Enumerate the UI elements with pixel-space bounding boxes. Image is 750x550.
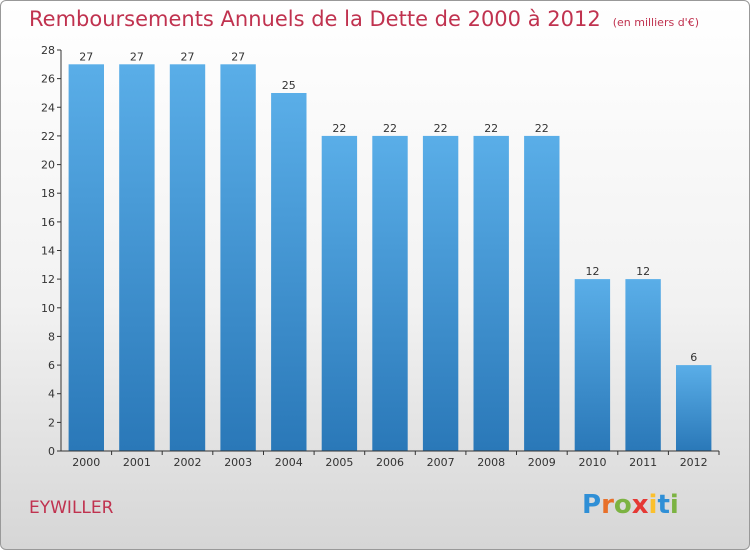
bar-2007 <box>422 135 459 451</box>
bar-2003 <box>220 64 256 452</box>
bar-2012 <box>676 365 712 451</box>
y-tick-label: 20 <box>41 159 55 172</box>
logo-letter: P <box>582 490 602 520</box>
bar-2006 <box>372 135 408 451</box>
logo-letter: x <box>631 490 649 520</box>
x-tick-label: 2012 <box>680 456 708 469</box>
x-tick-label: 2000 <box>72 456 100 469</box>
bar-value-label: 22 <box>434 122 448 135</box>
y-tick-label: 18 <box>41 187 55 200</box>
y-tick-label: 8 <box>48 330 55 343</box>
y-tick-label: 16 <box>41 216 55 229</box>
logo-letter: o <box>613 490 632 520</box>
y-tick-label: 24 <box>41 101 55 114</box>
x-tick-label: 2003 <box>224 456 252 469</box>
y-tick-label: 14 <box>41 245 55 258</box>
logo-letter: i <box>669 490 679 520</box>
x-tick-label: 2011 <box>629 456 657 469</box>
y-tick-label: 12 <box>41 273 55 286</box>
bar-value-label: 27 <box>181 50 195 63</box>
bar-value-label: 27 <box>79 50 93 63</box>
y-tick-label: 4 <box>48 388 55 401</box>
y-tick-label: 28 <box>41 44 55 57</box>
bar-value-label: 22 <box>383 122 397 135</box>
bar-2008 <box>473 135 509 451</box>
logo-letter: t <box>657 490 670 520</box>
bar-value-label: 25 <box>282 79 296 92</box>
chart-title: Remboursements Annuels de la Dette de 20… <box>29 7 699 31</box>
logo-letter: i <box>648 490 658 520</box>
bar-2001 <box>119 64 155 452</box>
x-tick-label: 2009 <box>528 456 556 469</box>
y-tick-label: 10 <box>41 302 55 315</box>
bar-value-label: 12 <box>636 265 650 278</box>
bar-value-label: 12 <box>586 265 600 278</box>
y-tick-label: 6 <box>48 359 55 372</box>
y-tick-label: 0 <box>48 445 55 458</box>
x-tick-label: 2006 <box>376 456 404 469</box>
town-name: EYWILLER <box>29 498 114 518</box>
bar-2000 <box>68 64 104 452</box>
bar-value-label: 27 <box>231 50 245 63</box>
y-tick-label: 26 <box>41 73 55 86</box>
bar-2010 <box>574 279 611 451</box>
bar-value-label: 6 <box>690 351 697 364</box>
x-tick-label: 2002 <box>174 456 202 469</box>
bar-2002 <box>169 64 206 452</box>
y-tick-label: 22 <box>41 130 55 143</box>
bar-value-label: 22 <box>332 122 346 135</box>
bar-2005 <box>321 135 358 451</box>
y-tick-label: 2 <box>48 416 55 429</box>
bar-value-label: 27 <box>130 50 144 63</box>
bar-value-label: 22 <box>535 122 549 135</box>
x-tick-label: 2008 <box>477 456 505 469</box>
x-tick-label: 2010 <box>579 456 607 469</box>
bar-2011 <box>625 279 661 451</box>
chart-title-unit: (en milliers d'€) <box>612 16 699 29</box>
x-tick-label: 2001 <box>123 456 151 469</box>
x-tick-label: 2005 <box>325 456 353 469</box>
bar-value-label: 22 <box>484 122 498 135</box>
bar-2004 <box>271 93 307 451</box>
x-tick-label: 2007 <box>427 456 455 469</box>
bar-2009 <box>524 135 560 451</box>
proxiti-logo: Proxiti <box>582 490 679 520</box>
x-tick-label: 2004 <box>275 456 303 469</box>
logo-letter: r <box>601 490 614 520</box>
chart-title-main: Remboursements Annuels de la Dette de 20… <box>29 7 601 31</box>
